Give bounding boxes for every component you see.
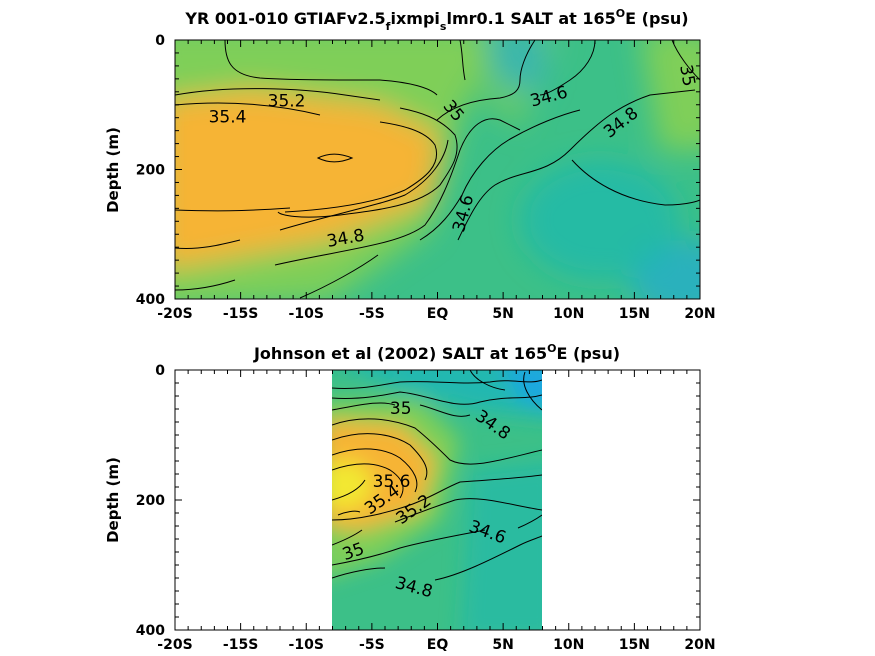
x-tick-label: 10N [553,637,584,653]
x-tick-label: -5S [359,637,385,653]
contour-label: 35 [675,63,698,88]
bottom-axis-ticks: -20S -15S -10S -5S EQ 5N 10N 15N 20N 0 200 400 [136,363,716,653]
x-tick-label: 10N [553,306,584,322]
y-tick-label: 0 [155,33,165,49]
y-tick-label: 200 [136,163,165,179]
y-tick-label: 400 [136,292,165,308]
bottom-panel: Johnson et al (2002) SALT at 165OE (psu) [104,342,716,653]
x-tick-label: -15S [223,637,258,653]
x-tick-label: -20S [157,306,192,322]
top-axis-ticks: -20S -15S -10S -5S EQ 5N 10N 15N 20N 0 200 400 [136,33,716,322]
contour-label: 35.4 [209,108,247,128]
contour-label: 35.2 [104,229,142,249]
x-tick-label: -5S [359,306,385,322]
x-tick-label: 20N [684,637,715,653]
y-tick-label: 200 [136,493,165,509]
x-tick-label: 15N [619,306,650,322]
contour-label: 35 [105,262,127,282]
top-title: YR 001-010 GTIAFv2.5fixmpislmr0.1 SALT a… [184,7,688,33]
x-tick-label: -10S [289,637,324,653]
x-tick-label: EQ [427,637,449,653]
contour-label: 35.2 [268,92,306,112]
y-tick-label: 400 [136,623,165,639]
top-panel: YR 001-010 GTIAFv2.5fixmpislmr0.1 SALT a… [104,7,716,322]
y-tick-label: 0 [155,363,165,379]
x-tick-label: 20N [684,306,715,322]
x-tick-label: 5N [492,637,513,653]
bottom-title: Johnson et al (2002) SALT at 165OE (psu) [253,342,620,363]
bottom-y-axis-label: Depth (m) [104,457,122,543]
x-tick-label: EQ [427,306,449,322]
x-tick-label: -15S [223,306,258,322]
contour-label: 35 [390,399,412,419]
x-tick-label: -20S [157,637,192,653]
x-tick-label: -10S [289,306,324,322]
top-contours [175,40,700,299]
x-tick-label: 15N [619,637,650,653]
bottom-contours [332,370,542,581]
x-tick-label: 5N [492,306,513,322]
contour-label: 35.6 [373,472,411,492]
top-y-axis-label: Depth (m) [104,127,122,213]
